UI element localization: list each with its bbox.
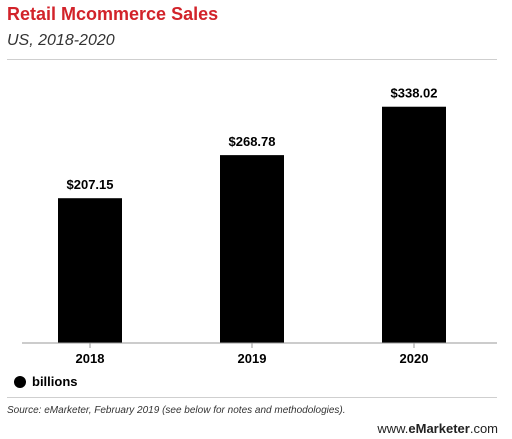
- bar-2020: [382, 106, 446, 343]
- chart-title: Retail Mcommerce Sales: [7, 4, 219, 24]
- legend: billions: [14, 374, 78, 389]
- header-divider: [7, 59, 497, 60]
- data-label-2020: $338.02: [391, 86, 438, 101]
- data-label-2018: $207.15: [67, 177, 114, 192]
- footer-brand: eMarketer: [408, 421, 470, 436]
- footer-divider: [7, 397, 497, 398]
- bar-2018: [58, 198, 122, 343]
- data-label-2019: $268.78: [229, 134, 276, 149]
- x-ticks-group: 2018 2019 2020: [76, 343, 429, 366]
- footer-suffix: .com: [469, 421, 498, 436]
- legend-swatch-icon: [14, 375, 26, 388]
- x-tick-label-2020: 2020: [400, 351, 429, 366]
- legend-label: billions: [32, 374, 78, 389]
- footer-prefix: www.: [377, 421, 409, 436]
- bars-group: $207.15 $268.78 $338.02: [58, 86, 446, 343]
- bar-2019: [220, 155, 284, 343]
- chart-subtitle: US, 2018-2020: [7, 32, 115, 49]
- source-note: Source: eMarketer, February 2019 (see be…: [7, 405, 346, 416]
- site-footer[interactable]: www.eMarketer.com: [377, 421, 498, 436]
- x-tick-label-2019: 2019: [238, 351, 267, 366]
- x-tick-label-2018: 2018: [76, 351, 105, 366]
